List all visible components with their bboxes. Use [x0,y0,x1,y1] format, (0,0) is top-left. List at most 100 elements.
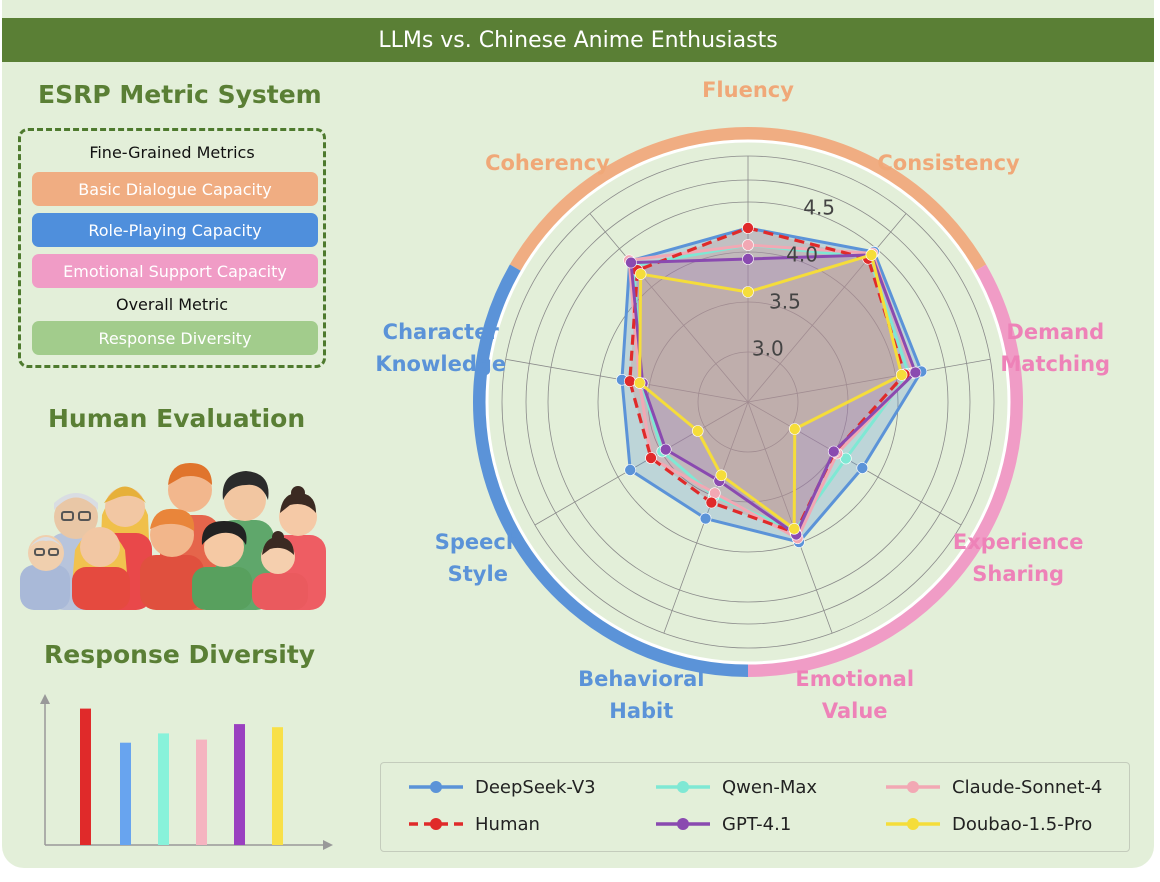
legend-swatch [656,818,710,830]
people-group-icon [20,463,326,610]
legend-item: GPT-4.1 [654,811,791,837]
legend-label: DeepSeek-V3 [475,776,596,798]
response-diversity-title: Response Diversity [44,640,316,669]
bar-y-arrow-icon [40,694,50,704]
group-arc [747,264,1023,677]
series-point [788,423,801,435]
legend-item: Doubao-1.5-Pro [884,811,1092,837]
series-point [742,253,754,265]
series-fill [631,254,916,535]
series-line [620,226,923,544]
legend-label: Human [475,813,540,835]
legend-item: Claude-Sonnet-4 [884,774,1102,800]
series-point [865,249,878,261]
response-diversity-bar-chart [40,694,333,850]
series-line [629,253,917,536]
series-point [742,222,754,234]
person-front-right [252,531,308,610]
series-point [840,452,852,465]
axis-label: Fluency [702,78,794,102]
group-arc [509,127,987,272]
ring-label: 3.5 [769,290,801,314]
axis-label: Demand Matching [1000,320,1110,376]
grid-spoke [747,213,907,403]
legend-item: Human [407,811,540,837]
diversity-bar [196,739,207,845]
bar-x-arrow-icon [323,840,333,850]
axis-label: Character Knowledge [375,320,506,376]
series-point [742,239,754,251]
legend-swatch [409,781,463,793]
series-fill [629,245,914,539]
series-point [699,512,712,525]
metric-system-title: ESRP Metric System [38,80,322,109]
grid-spoke [589,213,749,403]
figure-background [2,0,1154,868]
pill-response-diversity: Response Diversity [32,321,318,355]
diversity-bar [158,733,169,845]
series-point [827,445,840,458]
grid-spoke [747,401,833,634]
axis-label: Experience Sharing [953,530,1084,586]
axis-label: Emotional Value [795,667,914,723]
fine-grained-label: Fine-Grained Metrics [89,143,255,162]
human-evaluation-title: Human Evaluation [48,404,306,433]
series-point [633,377,646,389]
series-point [705,496,718,509]
group-arc [473,264,749,677]
series-point [788,523,800,535]
axis-label: Coherency [485,151,610,175]
series-line [638,253,904,531]
legend-label: Doubao-1.5-Pro [952,813,1093,835]
metric-system-box: Fine-Grained Metrics Basic Dialogue Capa… [18,128,326,368]
series-point [895,369,908,381]
series-point [634,268,647,280]
series-point [659,443,672,456]
series-fill [633,245,909,531]
grid-spoke [747,401,962,526]
legend-swatch [886,781,940,793]
diversity-bar [120,742,131,845]
pill-emotional-support: Emotional Support Capacity [32,254,318,288]
legend-item: DeepSeek-V3 [407,774,596,800]
pill-basic-dialogue: Basic Dialogue Capacity [32,172,318,206]
axis-label: Behavioral Habit [578,667,704,723]
legend-label: GPT-4.1 [722,813,792,835]
outer-white-ring [485,139,1011,665]
series-point [715,469,728,482]
grid-spoke [534,401,749,526]
person-front-blonde [72,527,130,610]
legend-label: Qwen-Max [722,776,818,798]
series-fill [639,254,902,529]
axis-label: Consistency [877,151,1020,175]
series-point [691,425,704,437]
series-point [625,256,637,269]
ring-label: 3.0 [752,336,784,360]
series-fill [629,228,905,533]
ring-label: 4.0 [786,243,818,267]
diversity-bar [234,724,245,845]
person-front-left [20,535,70,610]
ring-label: 4.5 [803,196,835,220]
person-front-center [140,508,204,610]
legend-swatch [656,781,710,793]
grid-spoke [747,358,991,403]
series-point [624,464,637,476]
diversity-bar [80,708,91,845]
diversity-bar [272,727,283,845]
series-point [624,375,636,387]
overall-metric-label: Overall Metric [115,295,228,314]
legend-item: Qwen-Max [654,774,817,800]
series-point [909,366,922,379]
legend: DeepSeek-V3 Qwen-Max Claude-Sonnet-4 Human G… [380,762,1130,852]
series-point [856,462,869,474]
legend-swatch [886,818,940,830]
legend-label: Claude-Sonnet-4 [952,776,1103,798]
axis-label: Speech Style [435,530,521,586]
pill-role-playing: Role-Playing Capacity [32,213,318,247]
series-point [742,286,754,298]
figure-title: LLMs vs. Chinese Anime Enthusiasts [2,18,1154,62]
person-front-dark [192,521,252,610]
